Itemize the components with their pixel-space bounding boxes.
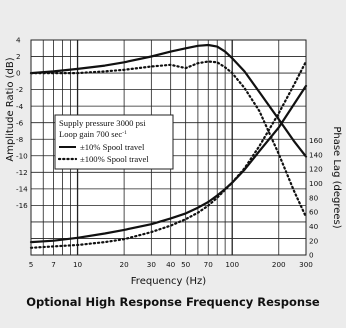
right-tick-label: 60 — [309, 208, 319, 217]
right-tick-label: 120 — [309, 165, 323, 174]
series-100-percent-amplitude-line — [29, 60, 308, 219]
legend-entry-10-percent: ±10% Spool travel — [80, 142, 145, 152]
left-tick-label: -12 — [16, 168, 28, 177]
legend-box — [54, 114, 174, 170]
right-tick-label: 100 — [309, 179, 323, 188]
plot-frame — [30, 39, 307, 256]
left-tick-label: -14 — [16, 184, 28, 193]
series-layer — [29, 43, 308, 249]
tick-labels: 5 7 10 20 30 40 50 70 100 200 300420-2-4-6-8-10-12… — [16, 36, 323, 269]
x-tick-label: 50 — [181, 260, 191, 269]
x-tick-label: 5 — [29, 260, 34, 269]
x-axis-label: Frequency (Hz) — [131, 276, 207, 287]
x-tick-label: 40 — [166, 260, 176, 269]
x-tick-label: 70 — [204, 260, 214, 269]
legend: Supply pressure 3000 psi Loop gain 700 s… — [54, 114, 174, 170]
series-10-percent-phase-line — [29, 84, 308, 244]
right-axis-label: Phase Lag (degrees) — [331, 126, 342, 228]
x-tick-label: 20 — [120, 260, 130, 269]
right-tick-label: 20 — [309, 236, 319, 245]
chart-caption: Optional High Response Frequency Respons… — [26, 295, 320, 309]
x-tick-label: 10 — [73, 260, 83, 269]
legend-supply-pressure: Supply pressure 3000 psi — [59, 118, 146, 128]
left-tick-label: -6 — [16, 118, 24, 127]
x-tick-label: 200 — [272, 260, 286, 269]
left-tick-label: -4 — [16, 102, 24, 111]
left-tick-label: 2 — [16, 52, 21, 61]
x-tick-label: 100 — [225, 260, 239, 269]
legend-loop-gain-text: Loop gain 700 sec — [59, 129, 122, 139]
right-tick-label: 0 — [309, 251, 314, 260]
left-tick-label: -10 — [16, 151, 28, 160]
left-axis-label: Amplitude Ratio (dB) — [5, 57, 16, 161]
left-tick-label: -16 — [16, 201, 28, 210]
legend-entry-100-percent: ±100% Spool travel — [80, 154, 149, 164]
right-tick-label: 160 — [309, 136, 323, 145]
left-tick-label: 4 — [16, 36, 21, 45]
x-tick-label: 7 — [51, 260, 56, 269]
series-10-percent-amplitude-line — [29, 43, 308, 158]
right-tick-label: 80 — [309, 193, 319, 202]
legend-loop-gain-superscript: -1 — [122, 130, 127, 136]
x-tick-label: 30 — [147, 260, 157, 269]
right-tick-label: 40 — [309, 222, 319, 231]
legend-loop-gain: Loop gain 700 sec-1 — [59, 129, 127, 139]
x-tick-label: 300 — [299, 260, 313, 269]
grid-lines — [30, 39, 307, 256]
left-tick-label: -2 — [16, 85, 23, 94]
left-tick-label: -8 — [16, 135, 24, 144]
left-tick-label: 0 — [16, 69, 21, 78]
series-100-percent-phase-line — [29, 60, 308, 249]
right-tick-label: 140 — [309, 150, 323, 159]
